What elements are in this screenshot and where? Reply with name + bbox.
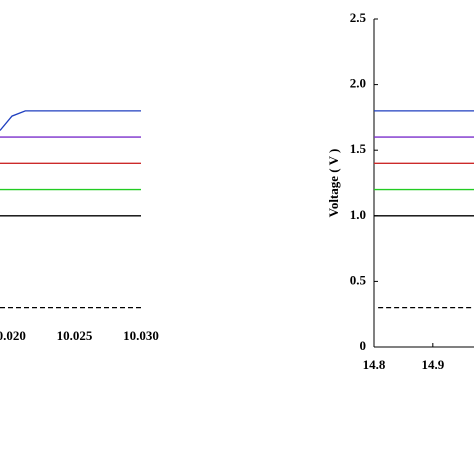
x-tick-label: 10.030 bbox=[123, 328, 159, 343]
y-tick-label: 2.5 bbox=[350, 10, 367, 25]
y-axis-label: Voltage ( V ) bbox=[326, 149, 341, 218]
x-tick-label: 10.025 bbox=[57, 328, 93, 343]
line-series bbox=[0, 110, 141, 131]
y-tick-label: 1.5 bbox=[350, 141, 367, 156]
x-tick-label: 14.8 bbox=[363, 357, 386, 372]
x-tick-label: 10.020 bbox=[0, 328, 26, 343]
y-tick-label: 2.0 bbox=[350, 76, 366, 91]
y-tick-label: 0 bbox=[360, 338, 367, 353]
y-tick-label: 0.5 bbox=[350, 272, 367, 287]
x-tick-label: 14.9 bbox=[421, 357, 444, 372]
y-tick-label: 1.0 bbox=[350, 207, 366, 222]
